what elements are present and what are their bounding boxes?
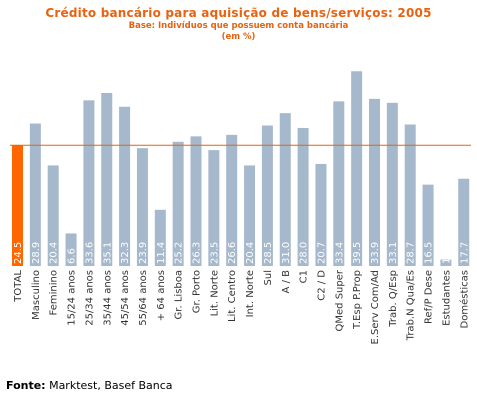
category-label-11: Lit. Norte <box>209 270 220 316</box>
value-label-10: 26.3 <box>192 242 203 264</box>
bar-12 <box>226 134 238 266</box>
category-label-2: Feminino <box>49 270 60 315</box>
value-label-20: 33.9 <box>370 242 381 264</box>
value-label-5: 35.1 <box>102 242 113 264</box>
chart-unit: (em %) <box>221 32 256 42</box>
category-label-16: C1 <box>299 270 310 283</box>
value-label-14: 28.5 <box>263 242 274 264</box>
value-label-13: 20.4 <box>245 242 256 264</box>
bar-13 <box>244 165 256 266</box>
value-label-0: 24.5 <box>13 242 24 264</box>
value-label-12: 26.6 <box>227 242 238 264</box>
value-label-15: 31.0 <box>281 242 292 264</box>
category-label-18: QMed Super <box>334 269 345 331</box>
category-label-6: 45/54 anos <box>120 270 131 326</box>
bar-chart: 24.5 TOTAL 28.9 Masculino 20.4 Feminino 6.6 15/… <box>10 71 471 344</box>
value-label-24: 1.3 <box>441 248 452 264</box>
category-label-1: Masculino <box>31 270 42 320</box>
value-label-2: 20.4 <box>49 242 60 264</box>
chart-subtitle: Base: Indivíduos que possuem conta bancá… <box>128 21 349 31</box>
bar-25 <box>458 178 470 266</box>
value-label-3: 6.6 <box>67 248 78 264</box>
value-label-16: 28.0 <box>299 242 310 264</box>
value-label-17: 20.7 <box>316 242 327 264</box>
value-label-4: 33.6 <box>84 242 95 264</box>
category-label-5: 35/44 anos <box>102 270 113 326</box>
bar-15 <box>279 113 291 266</box>
bar-10 <box>190 136 202 266</box>
category-label-21: Trab. Q/Esp <box>388 270 399 328</box>
value-label-19: 39.5 <box>352 242 363 264</box>
category-label-24: Estudantes <box>441 270 452 326</box>
value-label-9: 25.2 <box>174 242 185 264</box>
bar-1 <box>29 123 41 267</box>
bar-2 <box>47 165 59 266</box>
category-label-12: Lit. Centro <box>227 270 238 322</box>
category-label-0: TOTAL <box>13 270 24 303</box>
value-label-23: 16.5 <box>424 242 435 264</box>
category-label-25: Domésticas <box>458 270 470 328</box>
category-label-3: 15/24 anos <box>67 270 78 326</box>
category-label-20: E.Serv Com/Ad <box>370 270 381 344</box>
bar-17 <box>315 163 327 266</box>
value-label-7: 23.9 <box>138 242 149 264</box>
bar-20 <box>369 98 380 267</box>
bar-18 <box>333 101 345 266</box>
bar-4 <box>83 100 95 266</box>
bar-5 <box>101 92 113 267</box>
category-label-9: Gr. Lisboa <box>174 270 185 319</box>
value-label-8: 11.4 <box>156 242 167 264</box>
source-note: Fonte: Marktest, Basef Banca <box>6 379 173 392</box>
value-label-11: 23.5 <box>209 242 220 264</box>
category-label-15: A / B <box>281 270 292 294</box>
category-label-23: Ref/P Dese <box>424 270 435 324</box>
category-label-4: 25/34 anos <box>84 270 95 326</box>
bar-22 <box>404 124 416 266</box>
bar-24 <box>440 259 452 266</box>
category-label-8: + 64 anos <box>156 270 167 321</box>
value-label-25: 17.7 <box>459 242 470 264</box>
bar-0 <box>12 145 23 266</box>
category-label-10: Gr. Porto <box>192 270 203 313</box>
category-label-14: Sul <box>263 270 274 285</box>
value-label-1: 28.9 <box>31 242 42 264</box>
bar-21 <box>386 102 398 266</box>
source-text: Marktest, Basef Banca <box>49 379 173 392</box>
category-label-13: Int. Norte <box>245 270 256 317</box>
category-label-19: T.Esp P.Prop <box>352 270 363 330</box>
bar-16 <box>297 127 309 267</box>
bar-14 <box>261 125 273 266</box>
bar-8 <box>154 209 166 266</box>
category-label-7: 55/64 anos <box>138 270 149 326</box>
bar-9 <box>172 141 184 266</box>
chart-title: Crédito bancário para aquisição de bens/… <box>45 6 432 20</box>
value-label-18: 33.4 <box>334 242 345 264</box>
source-label: Fonte: <box>6 379 46 392</box>
category-label-17: C2 / D <box>316 270 327 301</box>
value-label-6: 32.3 <box>120 242 131 264</box>
bar-6 <box>119 106 131 266</box>
value-label-22: 28.7 <box>406 242 417 264</box>
bar-11 <box>208 150 220 266</box>
bar-19 <box>351 71 363 267</box>
category-label-22: Trab.N Qua/Es <box>406 270 417 341</box>
value-label-21: 33.1 <box>388 242 399 264</box>
bar-7 <box>136 148 148 266</box>
bar-23 <box>422 184 434 266</box>
bar-3 <box>65 233 77 266</box>
